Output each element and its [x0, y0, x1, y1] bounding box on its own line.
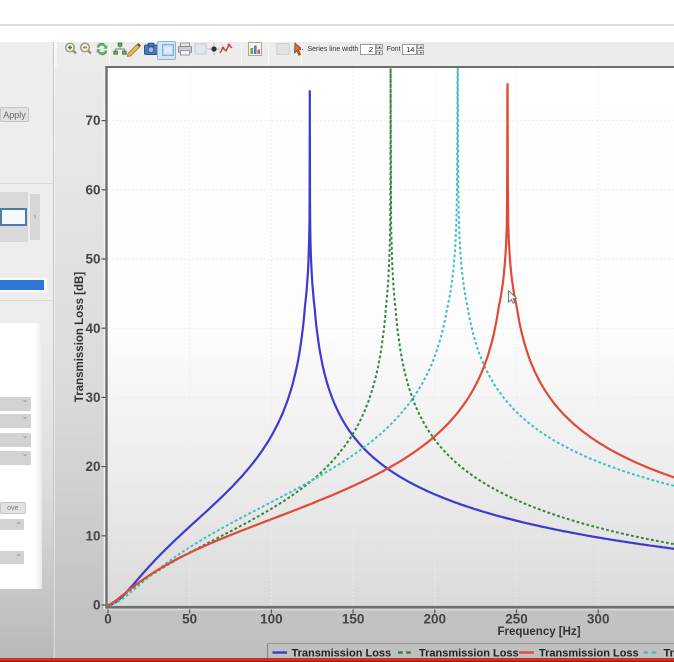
svg-text:250: 250 [505, 612, 528, 627]
svg-text:50: 50 [85, 252, 100, 267]
svg-text:0: 0 [104, 612, 112, 627]
svg-text:70: 70 [85, 113, 100, 128]
svg-text:0: 0 [93, 598, 101, 613]
svg-text:50: 50 [182, 612, 197, 627]
svg-text:150: 150 [342, 612, 365, 627]
svg-text:Transmission Loss: Transmission Loss [292, 648, 392, 660]
svg-text:Tran: Tran [664, 648, 674, 660]
svg-text:Transmission Loss: Transmission Loss [419, 648, 519, 660]
svg-text:20: 20 [85, 459, 100, 474]
svg-text:Frequency [Hz]: Frequency [Hz] [497, 626, 580, 638]
svg-text:10: 10 [85, 528, 100, 543]
svg-text:100: 100 [260, 612, 283, 627]
svg-text:60: 60 [85, 182, 100, 197]
svg-text:Transmission Loss [dB]: Transmission Loss [dB] [74, 272, 86, 403]
svg-text:40: 40 [85, 321, 100, 336]
svg-text:Transmission Loss: Transmission Loss [539, 648, 639, 660]
svg-text:200: 200 [424, 612, 447, 627]
svg-text:300: 300 [587, 612, 610, 627]
svg-text:30: 30 [85, 390, 100, 405]
